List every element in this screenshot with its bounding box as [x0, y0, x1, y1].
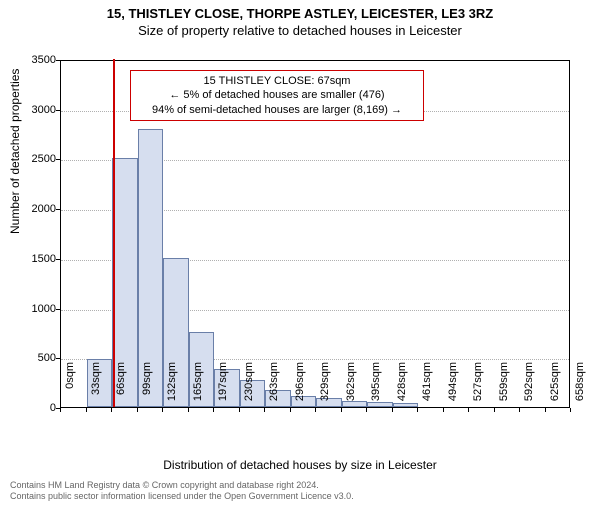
x-tick-label: 296sqm	[294, 362, 306, 412]
footer-line1: Contains HM Land Registry data © Crown c…	[10, 480, 354, 491]
x-tick-label: 66sqm	[115, 362, 127, 412]
x-tick-label: 0sqm	[64, 362, 76, 412]
x-tick-label: 461sqm	[421, 362, 433, 412]
annotation-line3: 94% of semi-detached houses are larger (…	[137, 103, 417, 117]
y-tick-label: 1500	[16, 253, 56, 265]
histogram-chart: 0500100015002000250030003500 0sqm33sqm66…	[60, 60, 570, 408]
page-title-line2: Size of property relative to detached ho…	[0, 23, 600, 38]
x-tick-label: 395sqm	[370, 362, 382, 412]
footer-line2: Contains public sector information licen…	[10, 491, 354, 502]
x-tick-label: 263sqm	[268, 362, 280, 412]
x-axis-label: Distribution of detached houses by size …	[0, 458, 600, 472]
y-tick-label: 3500	[16, 54, 56, 66]
x-tick-label: 527sqm	[472, 362, 484, 412]
x-tick-label: 99sqm	[141, 362, 153, 412]
x-tick-label: 329sqm	[319, 362, 331, 412]
x-tick-label: 559sqm	[498, 362, 510, 412]
y-tick-label: 0	[16, 402, 56, 414]
reference-line	[113, 59, 115, 407]
y-tick-label: 3000	[16, 104, 56, 116]
annotation-line2: ← 5% of detached houses are smaller (476…	[137, 88, 417, 102]
x-tick-label: 197sqm	[217, 362, 229, 412]
y-tick-label: 1000	[16, 303, 56, 315]
y-tick-label: 2500	[16, 153, 56, 165]
page-title-line1: 15, THISTLEY CLOSE, THORPE ASTLEY, LEICE…	[0, 6, 600, 21]
x-tick-label: 494sqm	[447, 362, 459, 412]
x-tick-label: 362sqm	[345, 362, 357, 412]
x-tick-label: 428sqm	[396, 362, 408, 412]
x-tick-label: 658sqm	[574, 362, 586, 412]
x-tick-label: 165sqm	[192, 362, 204, 412]
y-axis-label: Number of detached properties	[8, 69, 22, 234]
annotation-line1: 15 THISTLEY CLOSE: 67sqm	[137, 74, 417, 88]
y-tick-label: 2000	[16, 203, 56, 215]
annotation-box: 15 THISTLEY CLOSE: 67sqm ← 5% of detache…	[130, 70, 424, 121]
x-tick-label: 33sqm	[90, 362, 102, 412]
x-tick-label: 625sqm	[549, 362, 561, 412]
x-tick-label: 592sqm	[523, 362, 535, 412]
footer-attribution: Contains HM Land Registry data © Crown c…	[10, 480, 354, 502]
y-tick-label: 500	[16, 352, 56, 364]
x-tick-label: 230sqm	[243, 362, 255, 412]
x-tick-label: 132sqm	[166, 362, 178, 412]
